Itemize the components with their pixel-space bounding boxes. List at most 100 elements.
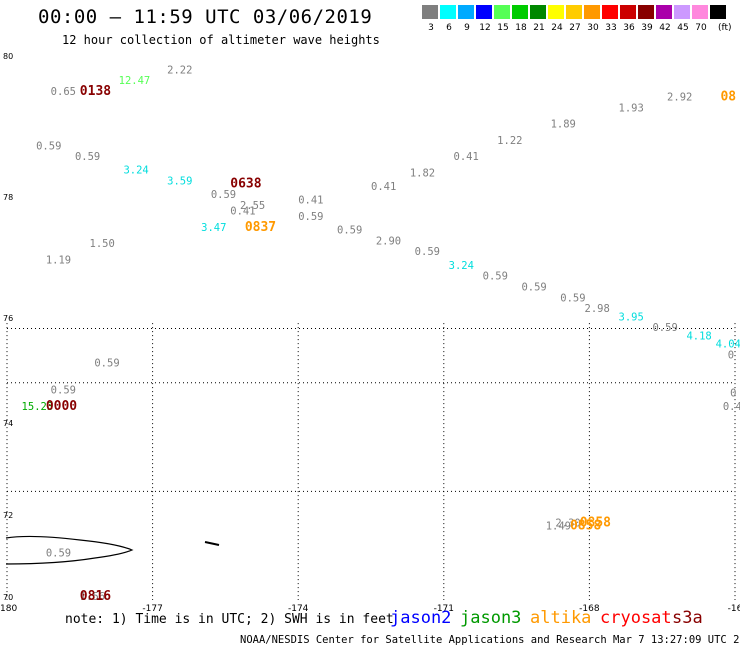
- graticule: [6, 323, 736, 600]
- legend-swatch: [440, 5, 456, 19]
- satellite-cryosat: cryosat: [600, 608, 672, 628]
- satellite-s3a: s3a: [672, 608, 703, 628]
- wave-height-value: 0.59: [36, 140, 61, 152]
- wave-height-value: 3.59: [167, 176, 192, 188]
- wave-height-value: 3.47: [201, 222, 226, 234]
- wave-height-value: 0.59: [652, 322, 677, 334]
- edge-value: 0: [728, 349, 734, 361]
- footer-credit: NOAA/NESDIS Center for Satellite Applica…: [240, 634, 740, 646]
- wave-height-value: 0.59: [483, 271, 508, 283]
- wave-height-value: 0.59: [211, 189, 236, 201]
- wave-height-value: 0.41: [230, 205, 255, 217]
- wave-height-value: 1.82: [410, 167, 435, 179]
- wave-height-value: 15.23: [22, 401, 54, 413]
- wave-height-value: 3.95: [619, 311, 644, 323]
- legend-label: 27: [569, 23, 581, 33]
- land-outline: [5, 535, 134, 565]
- lon-tick-label: -177: [142, 604, 162, 614]
- wave-height-value: 0.59: [521, 281, 546, 293]
- axis-labels: -180 -177 -174 -171 -168 -16 80 78 76 74 72 70: [0, 52, 740, 614]
- legend-label: 3: [428, 23, 434, 33]
- wave-height-value: 12.47: [119, 75, 151, 87]
- footer-note: note: 1) Time is in UTC; 2) SWH is in fe…: [65, 612, 394, 627]
- legend-unit: (ft): [718, 23, 732, 33]
- pass-time-label: 0837: [245, 220, 276, 235]
- pass-time-label: 0638: [230, 176, 261, 191]
- lat-tick-label: 72: [3, 511, 13, 520]
- wave-height-value: 0.59: [337, 224, 362, 236]
- wave-height-value: 4.18: [686, 330, 711, 342]
- wave-height-value: 1.89: [551, 119, 576, 131]
- coastline: [5, 535, 220, 565]
- small-island: [204, 541, 220, 546]
- wave-height-value: 0.59: [560, 292, 585, 304]
- lat-tick-label: 80: [3, 52, 13, 61]
- legend-swatch: [710, 5, 726, 19]
- wave-height-value: 3.24: [449, 260, 474, 272]
- legend-label: 12: [479, 23, 491, 33]
- pass-time-label: 0816: [80, 589, 111, 604]
- legend-swatch: [476, 5, 492, 19]
- lat-tick-label: 74: [3, 419, 13, 428]
- legend-label: 15: [497, 23, 509, 33]
- wave-height-value: 0.41: [454, 151, 479, 163]
- legend-label: 21: [533, 23, 545, 33]
- legend-swatch: [638, 5, 654, 19]
- satellite-jason2: jason2: [390, 608, 452, 628]
- pass-time-label: 0138: [80, 84, 111, 99]
- lon-tick-label: -16: [728, 604, 740, 614]
- legend-label: 30: [587, 23, 599, 33]
- legend-swatch: [530, 5, 546, 19]
- pass-time-label: 0858: [570, 518, 601, 533]
- wave-height-value: 1.50: [90, 238, 115, 250]
- wave-height-value: 3.24: [123, 165, 148, 177]
- legend-label: 24: [551, 23, 563, 33]
- wave-height-value: 2.98: [585, 303, 610, 315]
- wave-height-value: 2.30: [555, 518, 580, 530]
- pass-time-label: 0000: [46, 399, 77, 414]
- legend-label: 45: [677, 23, 689, 33]
- map-title: 00:00 – 11:59 UTC 03/06/2019: [38, 6, 373, 28]
- wave-height-value: 1.56: [80, 591, 105, 603]
- satellite-altika: altika: [530, 608, 592, 628]
- wave-height-value: 1.22: [497, 135, 522, 147]
- edge-value: 0: [730, 387, 736, 399]
- wave-height-value: 2.90: [376, 235, 401, 247]
- lon-tick-label: -180: [0, 604, 17, 614]
- wave-height-value: 0.59: [75, 151, 100, 163]
- pass-time-label: 08: [720, 89, 736, 104]
- lat-tick-label: 76: [3, 314, 13, 323]
- lon-tick-label: -174: [288, 604, 309, 614]
- edge-value: 0.4: [723, 401, 740, 413]
- legend-swatch: [512, 5, 528, 19]
- lon-tick-label: -171: [434, 604, 454, 614]
- legend-swatch: [494, 5, 510, 19]
- legend-label: 70: [695, 23, 707, 33]
- wave-height-value: 1.93: [619, 102, 644, 114]
- legend-swatch: [584, 5, 600, 19]
- wave-height-value: 1.19: [46, 254, 71, 266]
- wave-height-value: 0.59: [51, 385, 76, 397]
- legend-swatch: [548, 5, 564, 19]
- legend-label: 6: [446, 23, 452, 33]
- wave-height-value: 0.59: [298, 211, 323, 223]
- legend-label: 39: [641, 23, 653, 33]
- wave-height-value: 0.41: [371, 181, 396, 193]
- legend-swatch: [692, 5, 708, 19]
- pass-time-label: 0858: [580, 516, 611, 531]
- legend-swatch: [422, 5, 438, 19]
- lat-tick-label: 70: [3, 593, 13, 602]
- wave-height-value: 0.41: [298, 195, 323, 207]
- legend-label: 9: [464, 23, 470, 33]
- wave-height-value: 0.59: [415, 246, 440, 258]
- legend-label: 33: [605, 23, 617, 33]
- legend-label: 36: [623, 23, 635, 33]
- wave-height-value: 4.04: [716, 339, 740, 351]
- wave-height-value: 0.59: [94, 358, 119, 370]
- lon-tick-label: -168: [579, 604, 600, 614]
- wave-height-value: 2.92: [667, 91, 692, 103]
- measurement-labels: 0.6512.472.220.590.593.243.590.592.550.4…: [22, 64, 740, 604]
- wave-height-value: 0.59: [46, 548, 71, 560]
- legend-label: 42: [659, 23, 671, 33]
